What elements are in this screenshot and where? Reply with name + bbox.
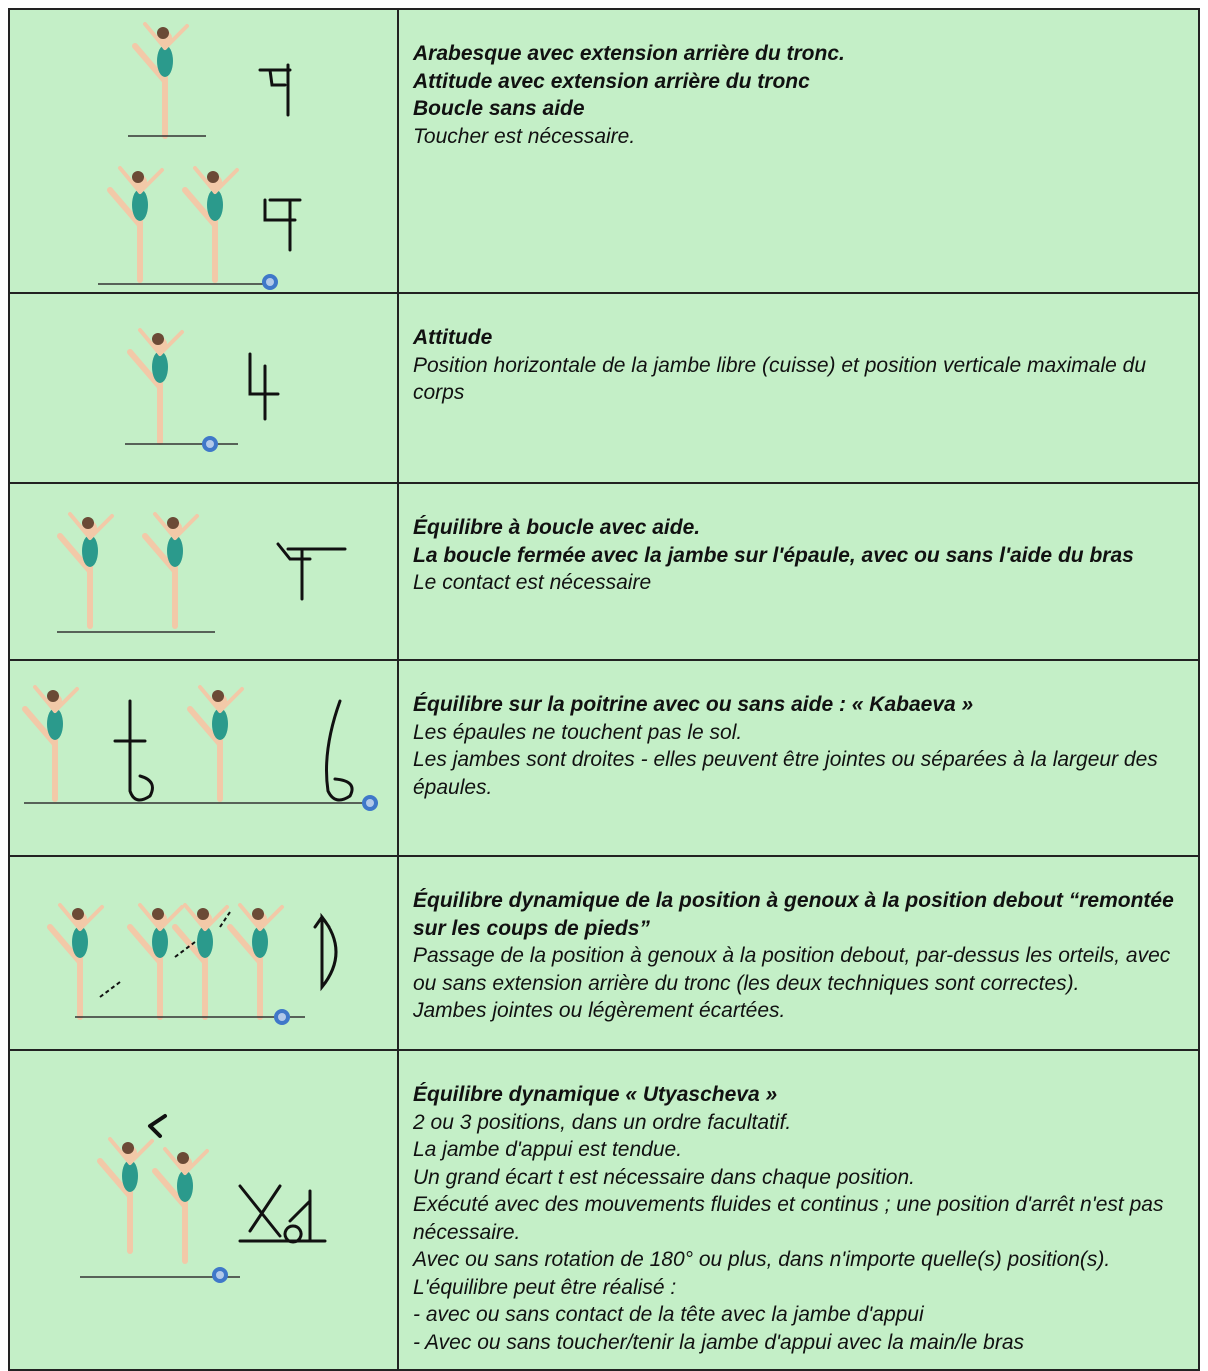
element-note: - Avec ou sans toucher/tenir la jambe d'… [413,1330,1025,1354]
element-note: 2 ou 3 positions, dans un ordre facultat… [413,1110,792,1134]
illustration [8,855,399,1051]
element-title: Boucle sans aide [413,97,585,120]
element-note: Les épaules ne touchent pas le sol. [413,720,743,744]
element-title: Arabesque avec extension arrière du tron… [413,42,845,65]
illustration [8,292,399,484]
element-title: Équilibre dynamique « Utyascheva » [413,1083,778,1106]
element-note: Toucher est nécessaire. [413,124,636,148]
element-title: La boucle fermée avec la jambe sur l'épa… [413,543,1134,567]
description: Équilibre sur la poitrine avec ou sans a… [397,659,1200,857]
element-title: Attitude avec extension arrière du tronc [413,69,810,93]
element-note: L'équilibre peut être réalisé : [413,1275,677,1299]
element-title: Équilibre à boucle avec aide. [413,516,701,539]
illustration [8,482,399,661]
description: Attitude Position horizontale de la jambe… [397,292,1200,484]
description: Arabesque avec extension arrière du tron… [397,8,1200,294]
element-note: Passage de la position à genoux à la pos… [413,944,1171,995]
description: Équilibre dynamique « Utyascheva » 2 ou 3… [397,1049,1200,1371]
description: Équilibre à boucle avec aide. La boucle f… [397,482,1200,661]
illustration [8,8,399,294]
element-note: Le contact est nécessaire [413,571,652,594]
element-title: Équilibre sur la poitrine avec ou sans a… [413,693,974,716]
element-note: Un grand écart t est nécessaire dans cha… [413,1165,915,1189]
element-note: Exécuté avec des mouvements fluides et c… [413,1193,1164,1244]
illustration [8,659,399,857]
element-note: Avec ou sans rotation de 180° ou plus, d… [413,1248,1111,1271]
element-title: Attitude [413,326,493,349]
illustration [8,1049,399,1371]
element-title: Équilibre dynamique de la position à gen… [413,889,1174,940]
element-note: Jambes jointes ou légèrement écartées. [413,999,786,1022]
element-note: Position horizontale de la jambe libre (… [413,353,1147,405]
description: Équilibre dynamique de la position à gen… [397,855,1200,1051]
element-note: - avec ou sans contact de la tête avec l… [413,1303,924,1326]
element-note: Les jambes sont droites - elles peuvent … [413,748,1158,799]
element-note: La jambe d'appui est tendue. [413,1138,683,1161]
elements-table: Arabesque avec extension arrière du tron… [8,8,1200,1371]
